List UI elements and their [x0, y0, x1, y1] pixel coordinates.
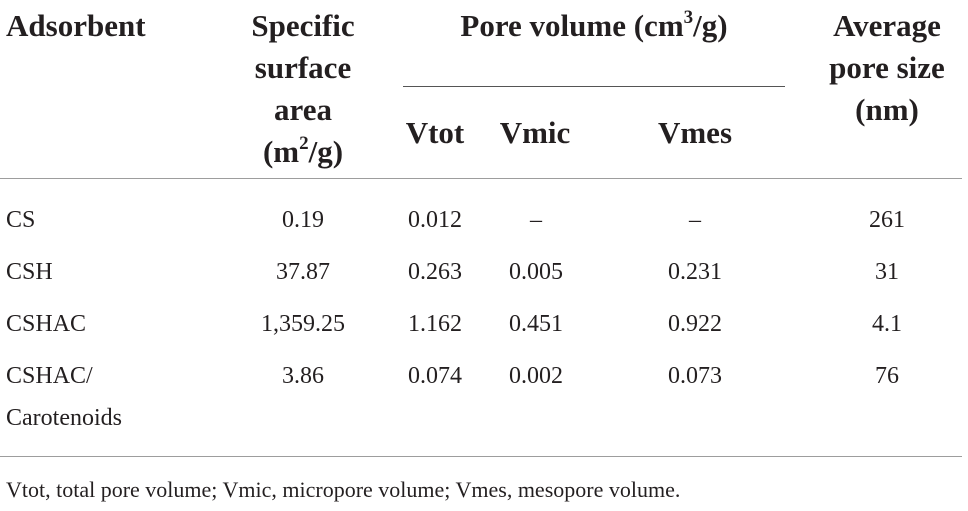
pore-volume-suffix: /g): [693, 8, 728, 43]
cell-average-pore-size: 261: [869, 207, 905, 233]
header-average-pore-size-line1: Average: [833, 8, 941, 43]
header-specific-surface-area-line2: surface: [254, 50, 352, 85]
cell-vtot: 0.263: [408, 259, 462, 285]
pore-volume-group-rule: [403, 86, 785, 87]
ssa-unit-prefix: (m: [262, 134, 300, 169]
header-vtot: Vtot: [405, 115, 465, 150]
cell-specific-surface-area: 37.87: [276, 259, 330, 285]
table-bottom-rule: [0, 456, 962, 457]
ssa-unit-suffix: /g): [308, 134, 344, 169]
cell-adsorbent: CSH: [6, 259, 53, 285]
cell-vtot: 0.074: [408, 363, 462, 389]
cell-vmic: –: [530, 207, 542, 233]
pore-volume-exponent: 3: [683, 7, 694, 28]
header-specific-surface-area-line1: Specific: [251, 8, 355, 43]
header-specific-surface-area-line3: area: [274, 92, 332, 127]
cell-vtot: 1.162: [408, 311, 462, 337]
header-bottom-rule: [0, 178, 962, 179]
header-vmic: Vmic: [499, 115, 571, 150]
header-pore-volume: Pore volume (cm3/g): [460, 6, 727, 46]
header-average-pore-size-line3: (nm): [855, 92, 919, 127]
table-footnote: Vtot, total pore volume; Vmic, micropore…: [6, 477, 681, 502]
cell-vmes: –: [689, 207, 701, 233]
cell-adsorbent-line2: Carotenoids: [6, 405, 122, 431]
cell-specific-surface-area: 3.86: [282, 363, 324, 389]
cell-specific-surface-area: 0.19: [282, 207, 324, 233]
cell-adsorbent: CSHAC/: [6, 363, 93, 389]
cell-adsorbent: CSHAC: [6, 311, 87, 337]
cell-average-pore-size: 4.1: [872, 311, 902, 337]
cell-vmes: 0.231: [668, 259, 722, 285]
cell-vmes: 0.073: [668, 363, 722, 389]
header-vmes: Vmes: [657, 115, 733, 150]
cell-specific-surface-area: 1,359.25: [261, 311, 345, 337]
cell-average-pore-size: 76: [875, 363, 899, 389]
ssa-unit-exponent: 2: [299, 133, 309, 154]
cell-vmes: 0.922: [668, 311, 722, 337]
header-average-pore-size-line2: pore size: [829, 50, 945, 85]
header-adsorbent: Adsorbent: [6, 8, 146, 43]
cell-vmic: 0.451: [509, 311, 563, 337]
header-specific-surface-area-unit: (m2/g): [263, 132, 343, 172]
pore-volume-prefix: Pore volume (cm: [460, 8, 684, 43]
cell-vmic: 0.002: [509, 363, 563, 389]
cell-adsorbent: CS: [6, 207, 36, 233]
cell-average-pore-size: 31: [875, 259, 899, 285]
cell-vmic: 0.005: [509, 259, 563, 285]
cell-vtot: 0.012: [408, 207, 462, 233]
